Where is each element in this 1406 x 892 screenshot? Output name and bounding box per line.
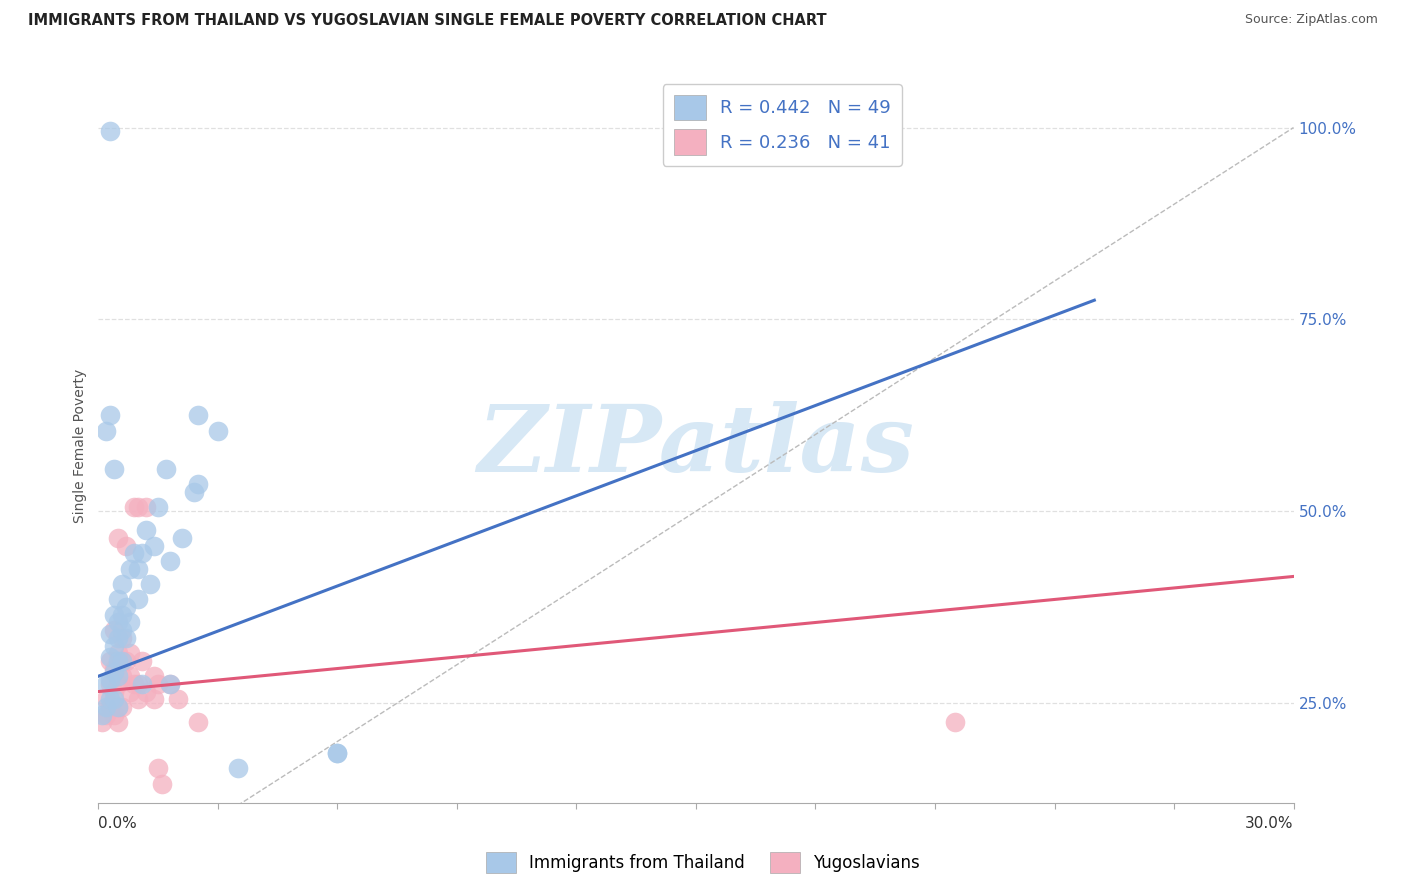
Point [143, 669, 166, 683]
Point [143, 692, 166, 706]
Point [127, 562, 149, 576]
Point [139, 577, 162, 591]
Point [131, 546, 153, 560]
Point [111, 607, 134, 622]
Point [135, 500, 157, 515]
Point [107, 631, 129, 645]
Point [120, 669, 142, 683]
Point [124, 546, 146, 560]
Text: IMMIGRANTS FROM THAILAND VS YUGOSLAVIAN SINGLE FEMALE POVERTY CORRELATION CHART: IMMIGRANTS FROM THAILAND VS YUGOSLAVIAN … [28, 13, 827, 29]
Point [103, 665, 125, 680]
Point [124, 500, 146, 515]
Point [143, 539, 166, 553]
Point [91, 715, 114, 730]
Point [107, 699, 129, 714]
Point [159, 677, 181, 691]
Legend: Immigrants from Thailand, Yugoslavians: Immigrants from Thailand, Yugoslavians [479, 846, 927, 880]
Point [111, 654, 134, 668]
Point [103, 462, 125, 476]
Point [103, 639, 125, 653]
Text: 0.0%: 0.0% [98, 816, 138, 831]
Point [96, 677, 118, 691]
Point [103, 692, 125, 706]
Point [107, 654, 129, 668]
Point [103, 661, 125, 675]
Point [111, 669, 134, 683]
Point [96, 424, 118, 438]
Point [100, 124, 122, 138]
Point [107, 669, 129, 683]
Point [103, 684, 125, 698]
Point [96, 692, 118, 706]
Point [115, 600, 138, 615]
Point [111, 577, 134, 591]
Point [127, 500, 149, 515]
Point [207, 424, 229, 438]
Point [115, 654, 138, 668]
Point [103, 623, 125, 637]
Point [100, 627, 122, 641]
Point [115, 631, 138, 645]
Point [103, 707, 125, 722]
Point [107, 592, 129, 607]
Point [127, 677, 149, 691]
Point [148, 500, 170, 515]
Point [187, 715, 209, 730]
Point [326, 746, 349, 760]
Point [100, 673, 122, 687]
Point [124, 677, 146, 691]
Point [96, 699, 118, 714]
Text: Source: ZipAtlas.com: Source: ZipAtlas.com [1244, 13, 1378, 27]
Point [127, 692, 149, 706]
Point [100, 409, 122, 423]
Point [167, 692, 190, 706]
Point [120, 684, 142, 698]
Point [107, 615, 129, 630]
Point [100, 654, 122, 668]
Point [183, 485, 205, 500]
Point [187, 477, 209, 491]
Point [111, 631, 134, 645]
Point [187, 409, 209, 423]
Point [155, 462, 177, 476]
Point [107, 677, 129, 691]
Point [107, 715, 129, 730]
Y-axis label: Single Female Poverty: Single Female Poverty [73, 369, 87, 523]
Point [135, 684, 157, 698]
Point [135, 524, 157, 538]
Point [107, 646, 129, 660]
Legend: R = 0.442   N = 49, R = 0.236   N = 41: R = 0.442 N = 49, R = 0.236 N = 41 [662, 84, 903, 166]
Point [100, 677, 122, 691]
Point [115, 539, 138, 553]
Point [131, 654, 153, 668]
Point [111, 654, 134, 668]
Point [226, 761, 249, 775]
Point [172, 531, 194, 545]
Point [120, 615, 142, 630]
Text: 30.0%: 30.0% [1246, 816, 1294, 831]
Point [103, 607, 125, 622]
Point [148, 761, 170, 775]
Point [120, 646, 142, 660]
Point [111, 623, 134, 637]
Point [100, 699, 122, 714]
Point [107, 699, 129, 714]
Point [159, 554, 181, 568]
Text: ZIPatlas: ZIPatlas [478, 401, 914, 491]
Point [326, 746, 349, 760]
Point [107, 531, 129, 545]
Point [100, 650, 122, 665]
Point [150, 776, 173, 790]
Point [943, 715, 966, 730]
Point [131, 677, 153, 691]
Point [148, 677, 170, 691]
Point [100, 692, 122, 706]
Point [91, 707, 114, 722]
Point [127, 592, 149, 607]
Point [159, 677, 181, 691]
Point [120, 562, 142, 576]
Point [96, 707, 118, 722]
Point [111, 699, 134, 714]
